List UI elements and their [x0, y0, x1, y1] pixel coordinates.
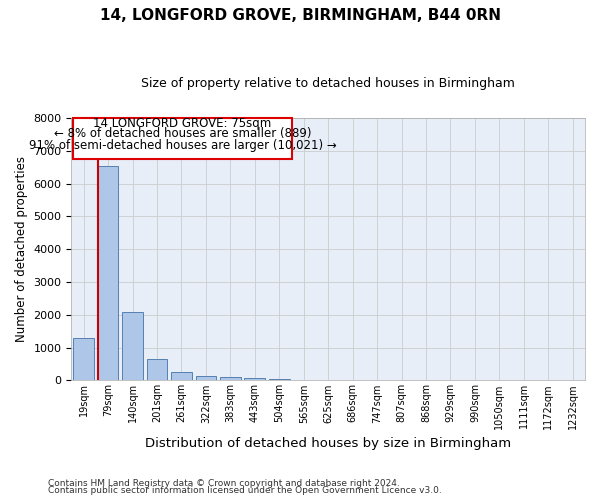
- Bar: [269, 378, 290, 380]
- Bar: [244, 378, 265, 380]
- Y-axis label: Number of detached properties: Number of detached properties: [15, 156, 28, 342]
- Text: Contains HM Land Registry data © Crown copyright and database right 2024.: Contains HM Land Registry data © Crown c…: [48, 478, 400, 488]
- Bar: [196, 376, 217, 380]
- Text: 91% of semi-detached houses are larger (10,021) →: 91% of semi-detached houses are larger (…: [29, 140, 337, 152]
- Text: 14 LONGFORD GROVE: 75sqm: 14 LONGFORD GROVE: 75sqm: [94, 118, 272, 130]
- Bar: [73, 338, 94, 380]
- X-axis label: Distribution of detached houses by size in Birmingham: Distribution of detached houses by size …: [145, 437, 511, 450]
- Bar: [220, 377, 241, 380]
- Bar: [98, 166, 118, 380]
- Bar: [171, 372, 192, 380]
- Text: 14, LONGFORD GROVE, BIRMINGHAM, B44 0RN: 14, LONGFORD GROVE, BIRMINGHAM, B44 0RN: [100, 8, 500, 22]
- Text: ← 8% of detached houses are smaller (889): ← 8% of detached houses are smaller (889…: [53, 128, 311, 140]
- Title: Size of property relative to detached houses in Birmingham: Size of property relative to detached ho…: [141, 78, 515, 90]
- FancyBboxPatch shape: [73, 118, 292, 159]
- Bar: [146, 360, 167, 380]
- Bar: [122, 312, 143, 380]
- Text: Contains public sector information licensed under the Open Government Licence v3: Contains public sector information licen…: [48, 486, 442, 495]
